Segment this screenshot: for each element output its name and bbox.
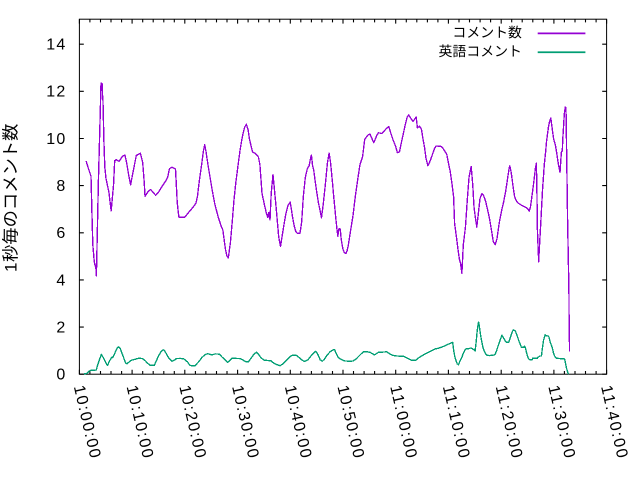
svg-text:2: 2 [56,320,66,337]
svg-text:8: 8 [56,178,66,195]
svg-text:1: 1 [2,263,21,272]
svg-text:6: 6 [56,225,66,242]
svg-text:12: 12 [46,84,66,101]
svg-text:14: 14 [46,37,66,54]
svg-text:4: 4 [56,272,66,289]
svg-text:10: 10 [46,131,66,148]
svg-text:0: 0 [56,367,66,384]
